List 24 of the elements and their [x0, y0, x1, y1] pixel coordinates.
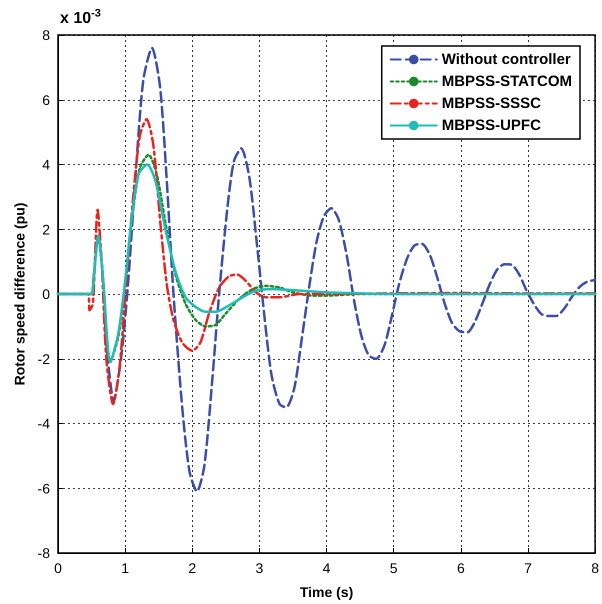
- y-tick-label: -6: [38, 480, 50, 496]
- x-tick-label: 4: [322, 560, 331, 576]
- x-tick-label: 1: [121, 560, 130, 576]
- x-tick-label: 6: [456, 560, 465, 576]
- y-tick-label: -8: [38, 545, 50, 561]
- y-tick-label: -4: [38, 416, 50, 432]
- x-tick-label: 5: [390, 560, 398, 576]
- y-tick-label: 8: [42, 27, 50, 43]
- legend-label: MBPSS-SSSC: [442, 95, 542, 112]
- y-tick-label: 4: [42, 156, 50, 172]
- x-tick-label: 0: [54, 560, 62, 576]
- y-tick-label: 6: [42, 92, 50, 108]
- x-axis-title: Time (s): [300, 584, 354, 600]
- y-axis-title: Rotor speed difference (pu): [12, 202, 28, 386]
- x-tick-label: 7: [524, 560, 532, 576]
- y-tick-label: 0: [42, 286, 50, 302]
- legend-label: Without controller: [442, 51, 571, 68]
- y-tick-label: -2: [38, 350, 50, 367]
- x-tick-label: 3: [256, 560, 264, 576]
- y-tick-label: 2: [42, 221, 50, 238]
- legend-label: MBPSS-STATCOM: [442, 73, 572, 90]
- x-tick-label: 8: [591, 560, 600, 576]
- x-tick-label: 2: [188, 560, 196, 576]
- legend-label: MBPSS-UPFC: [442, 117, 542, 134]
